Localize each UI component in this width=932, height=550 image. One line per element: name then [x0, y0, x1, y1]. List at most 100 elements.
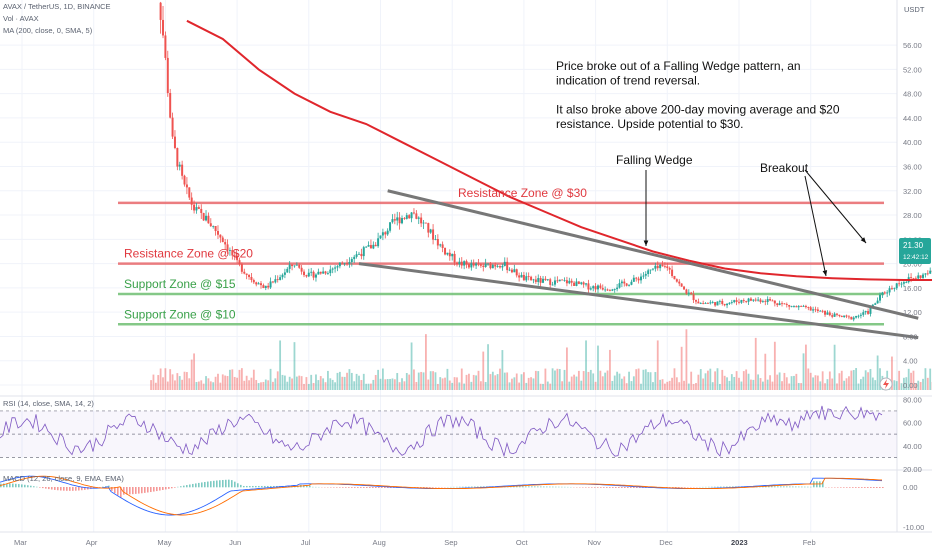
volume-bar [771, 381, 774, 390]
macd-histogram-bar [348, 487, 350, 488]
volume-bar [534, 370, 537, 390]
macd-histogram-bar [123, 487, 125, 495]
candle-body [510, 269, 513, 273]
macd-histogram-bar [684, 487, 686, 488]
volume-bar [785, 377, 788, 390]
candle-body [360, 253, 363, 257]
macd-histogram-bar [231, 480, 233, 488]
macd-histogram-bar [546, 486, 548, 488]
candle-body [252, 280, 255, 283]
candle-body [831, 315, 834, 317]
breakout-label: Breakout [760, 161, 809, 175]
macd-histogram-bar [150, 487, 152, 493]
volume-bar [623, 376, 626, 390]
candle-body [914, 278, 917, 280]
macd-histogram-bar [621, 487, 623, 488]
volume-bar [599, 370, 602, 390]
macd-histogram-bar [771, 486, 773, 488]
lightning-icon[interactable] [879, 377, 893, 391]
volume-bar [463, 383, 466, 390]
candle-body [415, 213, 418, 219]
macd-histogram-bar [159, 487, 161, 491]
macd-histogram-bar [390, 487, 392, 489]
macd-histogram-bar [870, 487, 872, 488]
falling-wedge-lines [358, 189, 919, 340]
volume-bar [262, 381, 265, 390]
volume-bar [405, 373, 408, 390]
macd-histogram-bar [537, 486, 539, 488]
candle-body [549, 279, 552, 285]
rsi-line [0, 405, 883, 458]
macd-histogram-bar [174, 487, 176, 488]
macd-histogram-bar [72, 487, 74, 491]
macd-histogram-bar [795, 486, 797, 488]
volume-bar [632, 376, 635, 390]
macd-histogram-bar [252, 485, 254, 488]
candle-body [924, 273, 927, 275]
candle-body [274, 279, 277, 283]
volume-bar [288, 376, 291, 390]
currency-label: USDT [904, 5, 925, 14]
candle-body [432, 229, 435, 240]
candle-body [929, 270, 932, 274]
volume-bar [828, 371, 831, 390]
volume-bar [381, 368, 384, 390]
candle-body [226, 244, 229, 251]
candle-body [499, 266, 501, 268]
candle-body [508, 269, 511, 271]
candle-body [295, 264, 298, 266]
macd-histogram-bar [261, 485, 263, 488]
volume-bar [620, 378, 623, 390]
macd-histogram-bar [378, 487, 380, 489]
macd-histogram-bar [333, 487, 335, 488]
macd-histogram-bar [3, 483, 5, 488]
macd-histogram-bar [843, 487, 845, 488]
volume-bar [317, 380, 320, 390]
volume-bar [683, 380, 685, 390]
volume-bar [298, 375, 301, 390]
candle-body [489, 263, 492, 269]
candle-body [847, 316, 850, 318]
macd-histogram-bar [336, 487, 338, 488]
candle-body [262, 285, 265, 289]
volume-bar [456, 377, 458, 390]
candle-body [735, 300, 738, 302]
candle-body [412, 212, 415, 214]
last-price-value: 21.30 [903, 241, 924, 250]
price-tick: 32.00 [903, 187, 922, 196]
volume-bar [434, 372, 437, 390]
time-tick: Nov [588, 538, 602, 547]
candle-body [372, 244, 375, 249]
volume-bar [221, 374, 224, 390]
macd-histogram-bar [516, 486, 518, 488]
candle-body [790, 306, 793, 308]
volume-bar [178, 376, 181, 390]
volume-bar [716, 368, 719, 390]
volume-bar [295, 376, 298, 390]
macd-histogram-bar [675, 487, 677, 488]
volume-bar [422, 372, 425, 390]
macd-histogram-bar [48, 487, 50, 490]
volume-bar [183, 371, 186, 390]
candle-body [389, 222, 392, 231]
volume-bar [166, 381, 169, 390]
macd-histogram-bar [681, 487, 683, 488]
price-tick: 40.00 [903, 138, 922, 147]
macd-histogram-bar [168, 487, 170, 489]
candle-body [721, 300, 724, 304]
macd-histogram-bar [135, 487, 137, 494]
volume-bar [745, 369, 748, 390]
time-tick: Aug [373, 538, 386, 547]
volume-bar [214, 376, 217, 390]
macd-histogram-bar [471, 486, 473, 488]
macd-histogram-bar [384, 487, 386, 489]
macd-histogram-bar [876, 487, 878, 488]
candle-body [651, 268, 654, 270]
macd-histogram-bar [531, 486, 533, 488]
candle-body [491, 265, 494, 269]
candle-body [606, 289, 609, 291]
volume-bar [176, 373, 179, 390]
last-price-badge[interactable]: 21.30 12:42:12 [899, 238, 931, 264]
candle-body [334, 267, 337, 269]
